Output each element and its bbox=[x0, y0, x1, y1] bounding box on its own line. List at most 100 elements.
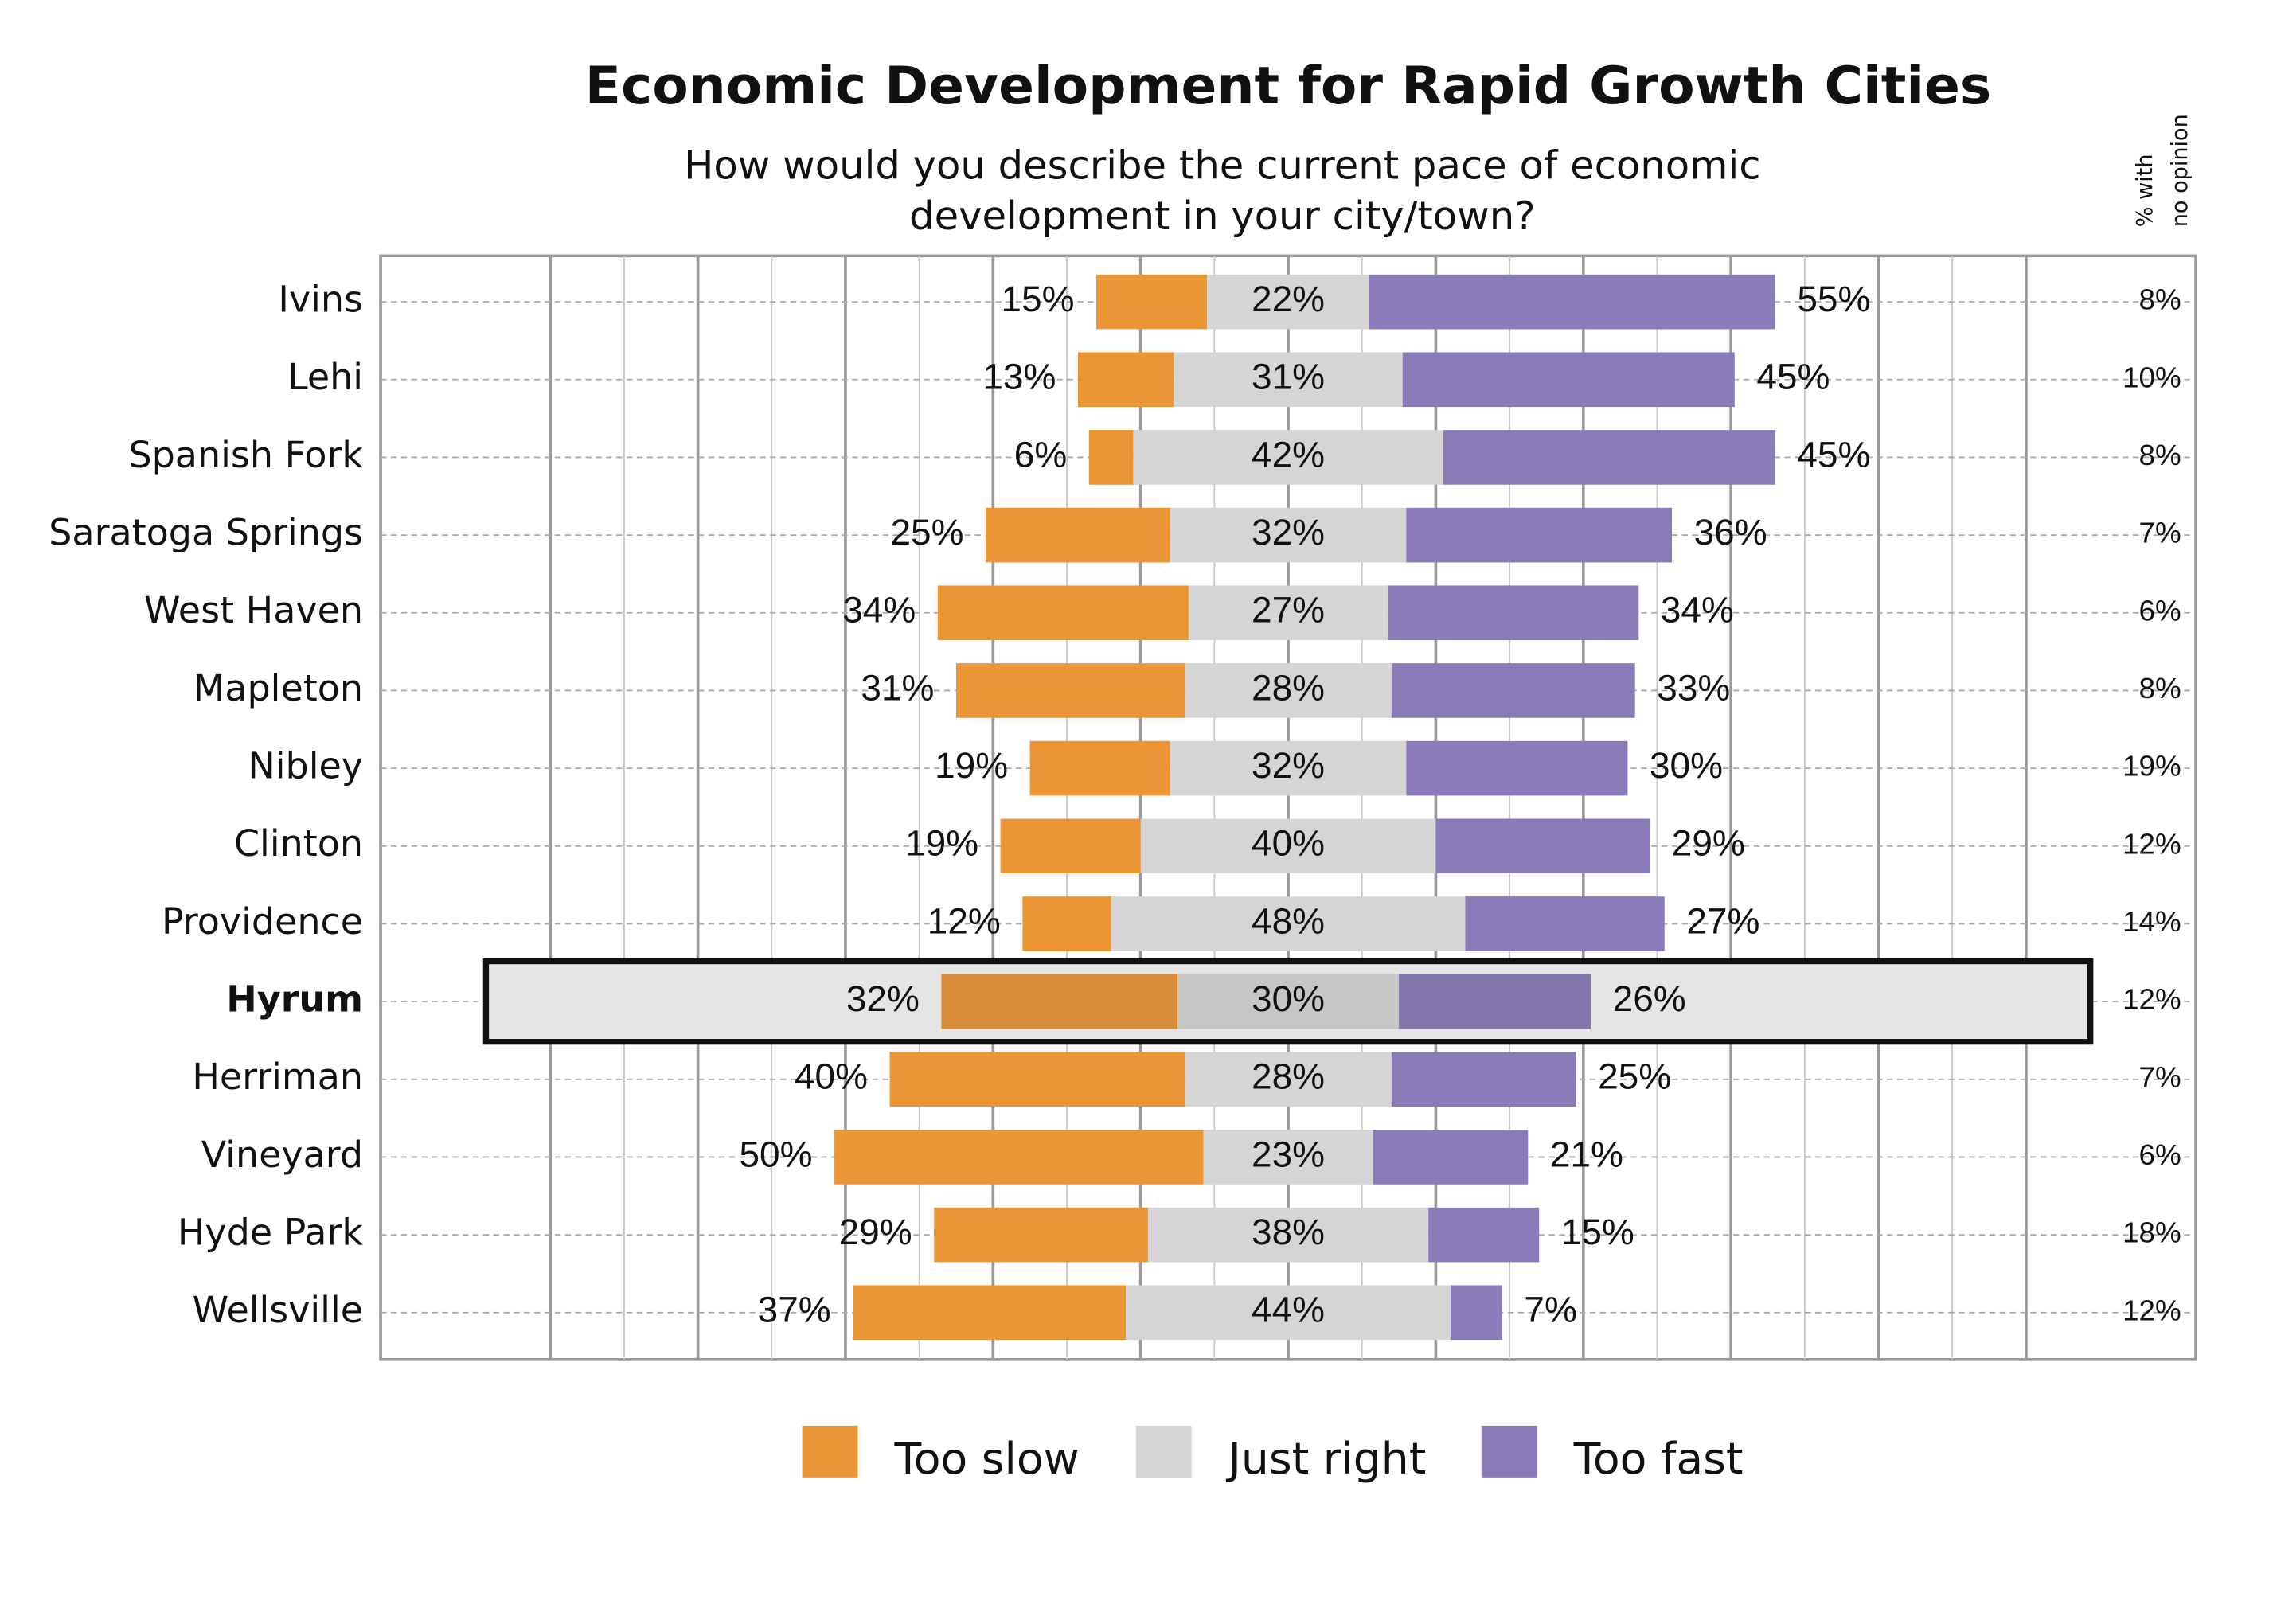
legend-swatch bbox=[802, 1425, 858, 1478]
y-tick-label: Saratoga Springs bbox=[49, 512, 363, 554]
no-opinion-label: 8% bbox=[2139, 283, 2181, 316]
data-label: 45% bbox=[1797, 435, 1870, 475]
bar-segment bbox=[1111, 896, 1466, 951]
legend-label: Too slow bbox=[893, 1433, 1079, 1483]
bar-segment bbox=[1147, 1207, 1429, 1263]
bar-segment bbox=[1088, 430, 1134, 485]
data-label: 19% bbox=[905, 823, 978, 864]
y-tick-label: Ivins bbox=[278, 279, 363, 321]
no-opinion-label: 7% bbox=[2139, 517, 2181, 549]
no-opinion-label: 12% bbox=[2123, 983, 2181, 1016]
data-label: 31% bbox=[1252, 357, 1325, 397]
no-opinion-label: 7% bbox=[2139, 1061, 2181, 1094]
bar-segment bbox=[1402, 352, 1735, 408]
data-label: 27% bbox=[1686, 901, 1759, 942]
data-label: 12% bbox=[928, 901, 1001, 942]
bar-segment bbox=[1185, 663, 1392, 718]
data-label: 15% bbox=[1561, 1212, 1634, 1252]
bar-segment bbox=[1029, 740, 1170, 796]
bar-segment bbox=[1126, 1285, 1451, 1341]
bar-segment bbox=[1406, 507, 1673, 563]
data-label: 28% bbox=[1252, 668, 1325, 709]
bar-segment bbox=[1391, 663, 1635, 718]
data-label: 45% bbox=[1756, 357, 1830, 397]
y-tick-label: Wellsville bbox=[193, 1290, 363, 1332]
bar-segment bbox=[955, 663, 1185, 718]
bar-segment bbox=[1140, 818, 1436, 874]
bar-segment bbox=[1077, 352, 1174, 408]
y-tick-label: Nibley bbox=[248, 745, 363, 787]
bar-segment bbox=[1177, 974, 1400, 1029]
no-opinion-label: 6% bbox=[2139, 595, 2181, 627]
data-label: 40% bbox=[795, 1056, 868, 1097]
data-label: 25% bbox=[1598, 1056, 1671, 1097]
column-header: % with bbox=[2133, 154, 2158, 227]
bar-segment bbox=[1369, 274, 1775, 330]
bar-segment bbox=[1174, 352, 1403, 408]
data-label: 55% bbox=[1797, 279, 1870, 319]
data-label: 36% bbox=[1694, 512, 1767, 552]
no-opinion-label: 19% bbox=[2123, 750, 2181, 783]
legend-label: Too fast bbox=[1573, 1433, 1744, 1483]
y-tick-label: Providence bbox=[162, 900, 363, 943]
highlight-tint bbox=[941, 974, 1591, 1029]
bar-segment bbox=[1391, 1052, 1576, 1107]
y-tick-label: Vineyard bbox=[201, 1134, 363, 1176]
bar-segment bbox=[1170, 740, 1407, 796]
y-tick-label: Clinton bbox=[234, 823, 363, 865]
bar-segment bbox=[1373, 1130, 1529, 1185]
y-tick-label: Hyde Park bbox=[178, 1212, 364, 1254]
bar-segment bbox=[934, 1207, 1148, 1263]
data-label: 40% bbox=[1252, 823, 1325, 864]
data-label: 26% bbox=[1613, 978, 1686, 1019]
bar-segment bbox=[1435, 818, 1650, 874]
data-label: 32% bbox=[1252, 745, 1325, 786]
data-label: 44% bbox=[1252, 1290, 1325, 1330]
data-label: 33% bbox=[1657, 668, 1730, 709]
no-opinion-label: 8% bbox=[2139, 672, 2181, 705]
bar-segment bbox=[937, 585, 1189, 641]
bar-segment bbox=[1185, 1052, 1392, 1107]
bar-segment bbox=[1022, 896, 1111, 951]
data-label: 30% bbox=[1650, 745, 1723, 786]
data-label: 32% bbox=[846, 978, 920, 1019]
y-tick-label: Herriman bbox=[192, 1056, 363, 1099]
data-label: 13% bbox=[982, 357, 1056, 397]
data-label: 23% bbox=[1252, 1134, 1325, 1175]
data-label: 50% bbox=[739, 1134, 812, 1175]
data-label: 29% bbox=[839, 1212, 912, 1252]
no-opinion-label: 10% bbox=[2123, 361, 2181, 394]
bar-segment bbox=[834, 1130, 1204, 1185]
y-tick-label: West Haven bbox=[144, 590, 363, 632]
bar-segment bbox=[1450, 1285, 1502, 1341]
data-label: 28% bbox=[1252, 1056, 1325, 1097]
column-header: no opinion bbox=[2168, 114, 2193, 227]
bar-segment bbox=[1000, 818, 1141, 874]
bar-segment bbox=[1388, 585, 1639, 641]
data-label: 25% bbox=[890, 512, 963, 552]
bar-segment bbox=[1406, 740, 1628, 796]
bar-segment bbox=[941, 974, 1178, 1029]
data-label: 48% bbox=[1252, 901, 1325, 942]
data-label: 7% bbox=[1524, 1290, 1576, 1330]
legend-swatch bbox=[1481, 1425, 1537, 1478]
bar-segment bbox=[1133, 430, 1443, 485]
legend-swatch bbox=[1135, 1425, 1192, 1478]
data-label: 42% bbox=[1252, 435, 1325, 475]
data-label: 31% bbox=[861, 668, 934, 709]
bar-segment bbox=[1465, 896, 1665, 951]
data-label: 27% bbox=[1252, 590, 1325, 630]
data-label: 34% bbox=[842, 590, 916, 630]
bar-segment bbox=[1096, 274, 1208, 330]
y-tick-label: Mapleton bbox=[193, 667, 363, 709]
y-tick-label: Spanish Fork bbox=[128, 434, 363, 476]
data-label: 29% bbox=[1672, 823, 1745, 864]
bar-segment bbox=[1188, 585, 1388, 641]
bar-segment bbox=[1443, 430, 1775, 485]
bar-segment bbox=[853, 1285, 1127, 1341]
data-label: 32% bbox=[1252, 512, 1325, 552]
data-label: 38% bbox=[1252, 1212, 1325, 1252]
bar-segment bbox=[889, 1052, 1185, 1107]
highlight-border bbox=[482, 958, 2094, 1045]
bar-segment bbox=[1207, 274, 1370, 330]
